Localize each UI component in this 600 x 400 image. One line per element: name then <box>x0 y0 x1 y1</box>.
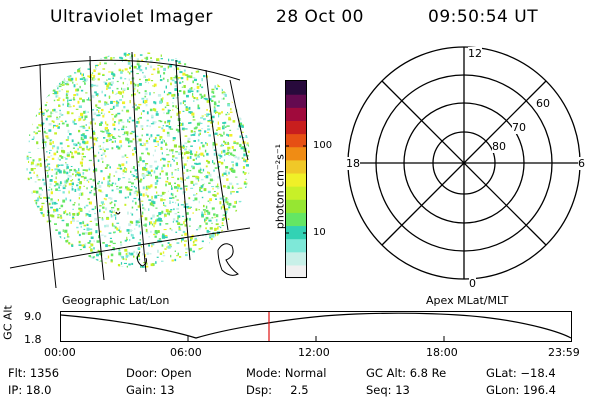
status-glon: GLon: 196.4 <box>486 383 556 397</box>
alt-tick-1-8: 1.8 <box>24 333 42 346</box>
alt-tick-9: 9.0 <box>24 310 42 323</box>
colorbar-tick-10: 10 <box>313 227 326 238</box>
date-label: 28 Oct 00 <box>276 7 364 27</box>
mlt-label-18: 18 <box>346 157 360 170</box>
instrument-title: Ultraviolet Imager <box>50 7 213 27</box>
status-dsp: Dsp: 2.5 <box>246 383 309 397</box>
status-door: Door: Open <box>126 366 192 380</box>
status-mode: Mode: Normal <box>246 366 327 380</box>
apex-caption: Apex MLat/MLT <box>426 294 509 307</box>
geographic-caption: Geographic Lat/Lon <box>62 294 170 307</box>
colorbar-unit-label: photon cm⁻²s⁻¹ <box>273 143 287 230</box>
status-gain: Gain: 13 <box>126 383 175 397</box>
status-seq: Seq: 13 <box>366 383 410 397</box>
mlat-label-70: 70 <box>512 121 526 134</box>
status-glat: GLat: −18.4 <box>486 366 556 380</box>
alt-xtick-1200: 12:00 <box>298 346 330 359</box>
mlat-label-80: 80 <box>492 140 506 153</box>
geo-grid <box>9 51 251 289</box>
altitude-timeline <box>60 311 572 342</box>
status-ip: IP: 18.0 <box>8 383 52 397</box>
status-flt: Flt: 1356 <box>8 366 60 380</box>
alt-axis-label: GC Alt <box>1 305 15 340</box>
mlt-label-0: 0 <box>469 277 476 290</box>
colorbar <box>285 80 307 279</box>
time-label: 09:50:54 UT <box>428 7 539 27</box>
geographic-image <box>9 51 251 289</box>
mlt-label-12: 12 <box>468 47 482 60</box>
status-gc-alt: GC Alt: 6.8 Re <box>366 366 447 380</box>
alt-xtick-0600: 06:00 <box>170 346 202 359</box>
colorbar-tick-100: 100 <box>313 140 333 151</box>
alt-xtick-2359: 23:59 <box>548 346 580 359</box>
auroral-emission-speckles <box>26 52 250 268</box>
mlat-label-60: 60 <box>536 97 550 110</box>
apex-polar-plot <box>347 46 581 280</box>
alt-xtick-0000: 00:00 <box>44 346 76 359</box>
mlt-label-6: 6 <box>578 157 585 170</box>
alt-xtick-1800: 18:00 <box>426 346 458 359</box>
